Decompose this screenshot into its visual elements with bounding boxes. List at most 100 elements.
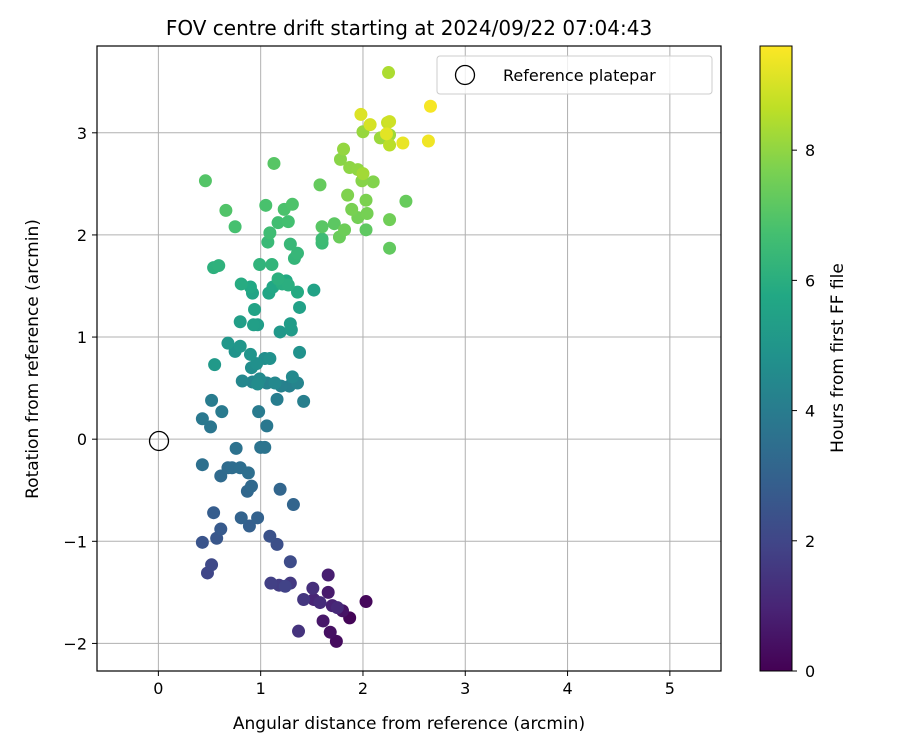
scatter-point [379, 127, 393, 141]
scatter-point [212, 259, 226, 273]
scatter-point [283, 317, 297, 331]
scatter-point [315, 220, 329, 234]
scatter-point [244, 479, 258, 493]
scatter-point [293, 345, 307, 359]
y-axis-label: Rotation from reference (arcmin) [23, 219, 43, 499]
scatter-point [263, 352, 277, 365]
colorbar-tick-label: 6 [805, 271, 815, 290]
scatter-point [233, 339, 247, 353]
scatter-point [278, 579, 292, 593]
scatter-point [273, 325, 287, 339]
scatter-point [242, 519, 256, 533]
plot-frame [96, 45, 722, 672]
scatter-point [323, 625, 337, 639]
scatter-point [383, 213, 397, 227]
colorbar-tick-label: 8 [805, 141, 815, 160]
colorbar-tick-label: 0 [805, 662, 815, 681]
y-tick-label: 2 [77, 226, 87, 245]
scatter-point [205, 558, 219, 572]
scatter-point [356, 167, 370, 181]
legend: Reference platepar [436, 55, 713, 95]
scatter-point [293, 300, 307, 314]
scatter-point [399, 194, 413, 208]
scatter-point [271, 216, 285, 230]
scatter-point [307, 283, 321, 297]
scatter-point [337, 142, 351, 156]
scatter-point [290, 246, 304, 260]
scatter-point [321, 568, 335, 582]
colorbar [759, 45, 793, 672]
legend-marker-icon [454, 64, 476, 86]
scatter-point [366, 175, 380, 189]
scatter-point [316, 614, 330, 628]
scatter-point [267, 156, 281, 170]
scatter-point [234, 511, 248, 525]
scatter-point [359, 595, 373, 609]
scatter-point [354, 107, 368, 121]
scatter-point [204, 420, 218, 434]
scatter-point [260, 419, 274, 433]
scatter-point [281, 215, 295, 229]
scatter-point [221, 336, 235, 350]
scatter-point [195, 458, 209, 472]
scatter-point [233, 315, 247, 329]
y-tick-label: −1 [63, 532, 87, 551]
colorbar-label: Hours from first FF file [828, 263, 848, 453]
scatter-point [285, 197, 299, 211]
scatter-point [214, 522, 228, 536]
scatter-point [327, 217, 341, 231]
scatter-point [215, 405, 229, 419]
scatter-point [264, 576, 278, 590]
y-tick-label: −2 [63, 634, 87, 653]
scatter-point [329, 634, 343, 648]
scatter-point [285, 370, 299, 384]
scatter-point [359, 223, 373, 237]
scatter-point [251, 377, 265, 391]
scatter-point [396, 136, 410, 150]
scatter-point [263, 226, 277, 240]
scatter-point [306, 581, 320, 595]
scatter-point [313, 596, 327, 610]
scatter-point [338, 223, 352, 237]
scatter-point [283, 555, 297, 569]
scatter-point [330, 601, 344, 615]
scatter-point [265, 258, 279, 272]
scatter-point [208, 358, 222, 372]
scatter-point [234, 277, 248, 291]
scatter-point [273, 482, 287, 496]
scatter-point [251, 511, 265, 525]
scatter-point [292, 624, 306, 638]
scatter-point [207, 506, 221, 520]
scatter-point [283, 237, 297, 251]
scatter-point [345, 202, 359, 216]
y-axis-ticks: −2 −1 0 1 2 3 [63, 124, 97, 653]
scatter-point [252, 405, 266, 419]
x-axis-ticks: 0 1 2 3 4 5 [153, 671, 675, 698]
grid-lines [97, 46, 721, 671]
y-tick-label: 0 [77, 430, 87, 449]
x-axis-label: Angular distance from reference (arcmin) [233, 714, 585, 734]
scatter-point [243, 347, 257, 361]
scatter-point [253, 258, 267, 272]
scatter-point [229, 441, 243, 455]
scatter-point [268, 376, 282, 390]
scatter-point [250, 357, 264, 371]
scatter-point [205, 393, 219, 407]
scatter-point [270, 392, 284, 406]
scatter-point [195, 535, 209, 549]
scatter-point [247, 318, 261, 332]
x-tick-label: 5 [665, 679, 675, 698]
data-points [195, 66, 437, 648]
scatter-point [359, 193, 373, 207]
x-tick-label: 4 [562, 679, 572, 698]
x-tick-label: 0 [153, 679, 163, 698]
x-tick-label: 1 [256, 679, 266, 698]
scatter-point [313, 178, 327, 192]
chart-title: FOV centre drift starting at 2024/09/22 … [166, 16, 652, 40]
scatter-point [333, 152, 347, 166]
legend-box [436, 55, 713, 95]
scatter-point [421, 134, 435, 148]
scatter-point [290, 285, 304, 299]
scatter-point [423, 99, 437, 113]
